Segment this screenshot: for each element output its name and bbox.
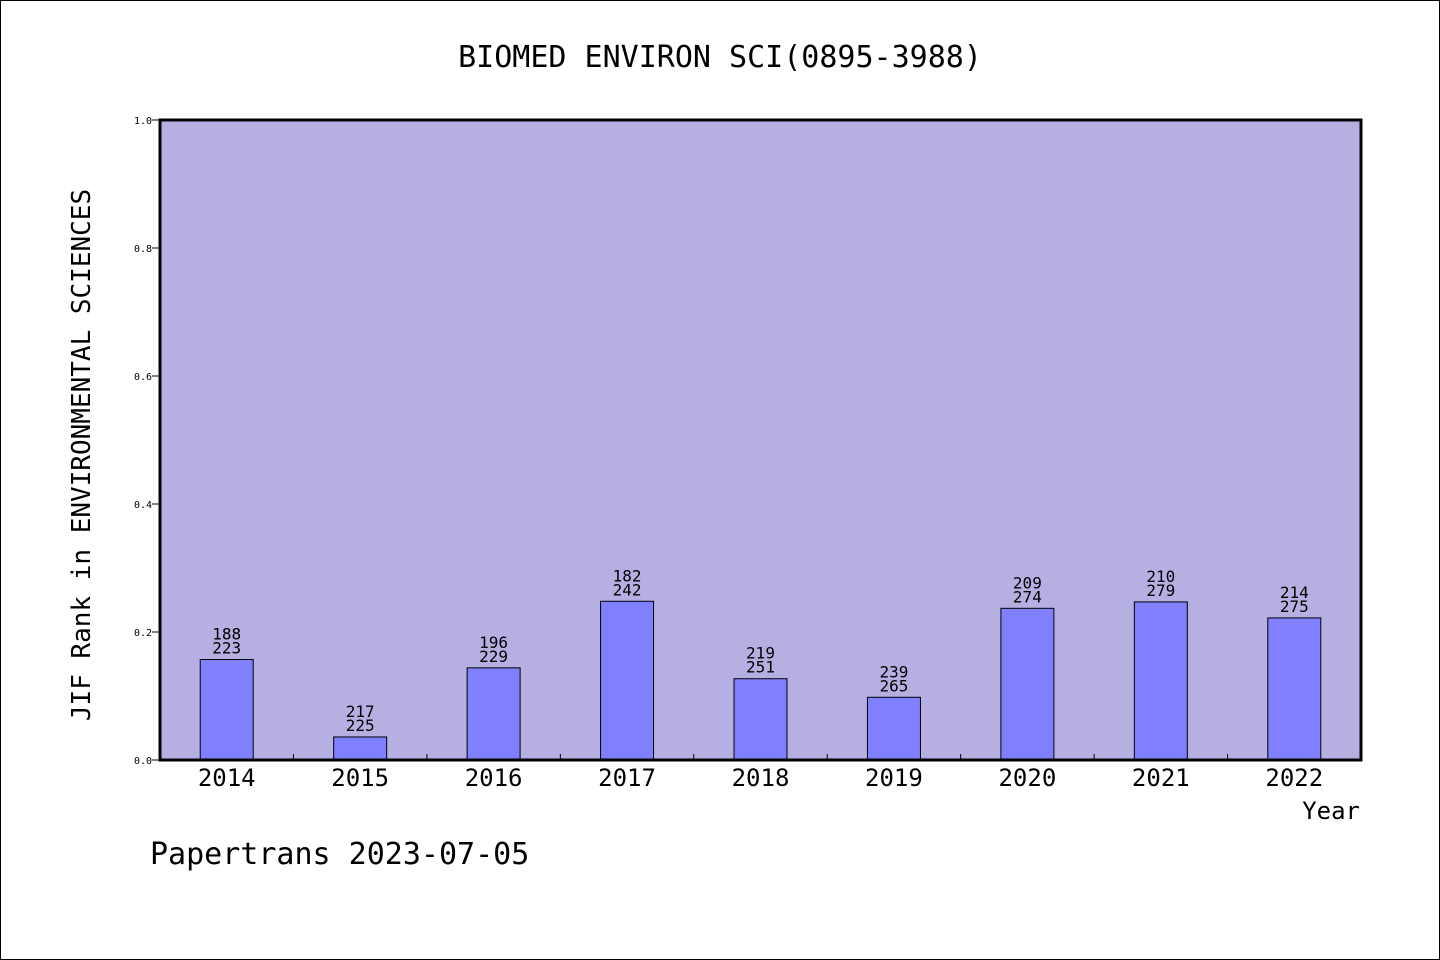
y-axis-ticks: 0.0 0.2 0.4 0.6 0.8 1.0 [134, 116, 160, 767]
footer-credit: Papertrans 2023-07-05 [150, 837, 529, 872]
bar-2017 [600, 600, 655, 761]
bar-2020 [1000, 607, 1055, 761]
bar-rank-label: 214 [1280, 583, 1309, 602]
bar-total-label: 275 [1280, 597, 1309, 616]
bar-total-label: 229 [479, 647, 508, 666]
y-axis-label: JIF Rank in ENVIRONMENTAL SCIENCES [67, 189, 97, 721]
plot-border [158, 118, 1363, 762]
bar-rank-label: 219 [746, 644, 775, 663]
bar-rank-label: 196 [479, 633, 508, 652]
bar-2021 [1133, 601, 1188, 761]
bar-2019 [866, 696, 921, 761]
bar-total-label: 251 [746, 658, 775, 677]
bar-total-label: 279 [1146, 581, 1175, 600]
x-tick-label: 2018 [732, 764, 790, 792]
bar-2016 [466, 667, 521, 761]
x-tick-label: 2014 [198, 764, 256, 792]
x-tick-label: 2022 [1265, 764, 1323, 792]
bar-total-label: 242 [613, 580, 642, 599]
x-tick-label: 2020 [998, 764, 1056, 792]
bar-rank-label: 217 [346, 702, 375, 721]
x-axis-ticks: 2014 2015 2016 2017 2018 2019 2020 2021 2022 [198, 754, 1323, 792]
y-tick-label: 1.0 [134, 116, 152, 127]
bar-2018 [733, 678, 788, 761]
y-tick-label: 0.2 [134, 628, 152, 639]
bar-total-label: 225 [346, 716, 375, 735]
bar-2015 [333, 736, 388, 761]
y-tick-label: 0.4 [134, 500, 152, 511]
bar-2022 [1267, 617, 1322, 761]
bar-rank-label: 182 [613, 566, 642, 585]
bar-rank-label: 209 [1013, 573, 1042, 592]
x-tick-label: 2015 [331, 764, 389, 792]
bar-total-label: 274 [1013, 587, 1042, 606]
y-tick-label: 0.8 [134, 244, 152, 255]
bar-total-label: 223 [212, 639, 241, 658]
x-axis-label: Year [1302, 797, 1360, 825]
bar-rank-label: 210 [1146, 567, 1175, 586]
chart-title: BIOMED ENVIRON SCI(0895-3988) [458, 40, 982, 75]
bar-2014 [199, 659, 254, 761]
x-tick-label: 2021 [1132, 764, 1190, 792]
y-tick-label: 0.6 [134, 372, 152, 383]
bars-group [199, 600, 1322, 761]
x-tick-label: 2019 [865, 764, 923, 792]
bar-rank-label: 188 [212, 625, 241, 644]
x-tick-label: 2017 [598, 764, 656, 792]
bar-total-label: 265 [879, 676, 908, 695]
bar-rank-label: 239 [879, 662, 908, 681]
x-tick-label: 2016 [465, 764, 523, 792]
y-tick-label: 0.0 [134, 756, 152, 767]
